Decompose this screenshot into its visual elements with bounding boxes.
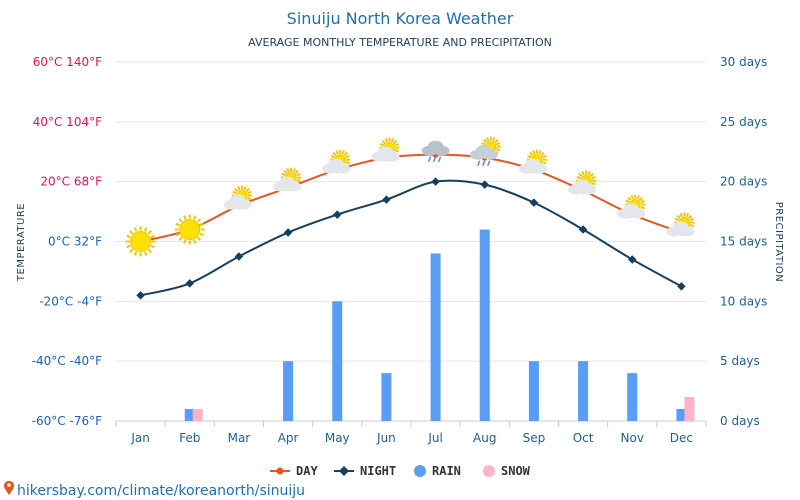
sun-icon <box>125 226 156 257</box>
rain-bar[interactable] <box>528 361 539 421</box>
legend-item-snow[interactable]: SNOW <box>483 464 531 478</box>
temperature-tick-label: 20°C 68°F <box>40 175 102 189</box>
month-label: Jan <box>130 431 150 445</box>
temperature-lines <box>136 151 686 300</box>
temperature-axis-title: TEMPERATURE <box>16 203 27 282</box>
location-pin-icon <box>4 481 14 495</box>
precipitation-tick-label: 20 days <box>720 175 767 189</box>
snow-bar[interactable] <box>684 397 695 421</box>
night-point[interactable] <box>529 198 539 207</box>
month-label: Feb <box>179 431 200 445</box>
month-label: Jul <box>427 431 442 445</box>
night-point[interactable] <box>677 282 686 291</box>
rain-bar[interactable] <box>283 361 294 421</box>
legend-item-night[interactable]: NIGHT <box>334 464 396 478</box>
rain-bar[interactable] <box>676 409 687 421</box>
chart-title: Sinuiju North Korea Weather <box>287 9 514 28</box>
rain-cloud-icon <box>421 140 450 163</box>
partly-cloudy-icon <box>371 137 400 162</box>
rain-bar[interactable] <box>332 301 343 421</box>
temperature-tick-label: -60°C -76°F <box>32 414 102 428</box>
precipitation-tick-label: 30 days <box>720 55 767 69</box>
temperature-tick-label: 0°C 32°F <box>48 235 102 249</box>
night-point[interactable] <box>136 291 145 300</box>
legend-label-snow: SNOW <box>501 464 531 478</box>
precipitation-axis-ticks: 30 days 25 days 20 days 15 days 10 days 5 day… <box>720 55 767 428</box>
temperature-tick-label: 40°C 104°F <box>33 115 102 129</box>
rain-bar[interactable] <box>627 373 638 421</box>
temperature-tick-label: 60°C 140°F <box>33 55 102 69</box>
legend-label-day: DAY <box>296 464 318 478</box>
partly-cloudy-icon <box>617 194 646 219</box>
night-point[interactable] <box>628 255 637 264</box>
grid-lines <box>115 61 707 427</box>
legend-label-night: NIGHT <box>360 464 396 478</box>
month-label: Aug <box>473 431 496 445</box>
night-point[interactable] <box>431 177 440 186</box>
night-point[interactable] <box>283 228 293 237</box>
night-temperature-line[interactable] <box>140 179 682 297</box>
rain-bar[interactable] <box>479 229 490 421</box>
footer-url: hikersbay.com/climate/koreanorth/sinuiju <box>17 483 305 499</box>
month-label: Jun <box>376 431 396 445</box>
partly-cloudy-icon <box>666 212 695 237</box>
month-label: Dec <box>670 431 693 445</box>
footer-link[interactable]: hikersbay.com/climate/koreanorth/sinuiju <box>4 481 305 499</box>
partly-cloudy-icon <box>223 185 252 210</box>
temperature-tick-label: -20°C -4°F <box>39 294 102 308</box>
chart-subtitle: AVERAGE MONTHLY TEMPERATURE AND PRECIPIT… <box>248 36 552 49</box>
rain-bar[interactable] <box>184 409 195 421</box>
precipitation-tick-label: 5 days <box>720 354 760 368</box>
sun-icon <box>174 214 205 245</box>
precipitation-tick-label: 15 days <box>720 235 767 249</box>
month-label: Sep <box>523 431 546 445</box>
night-point[interactable] <box>382 195 391 204</box>
night-point[interactable] <box>333 210 342 219</box>
rain-bar[interactable] <box>578 361 589 421</box>
month-label: Oct <box>573 431 594 445</box>
chart-legend: DAY NIGHT RAIN SNOW <box>270 464 531 478</box>
month-label: May <box>325 431 350 445</box>
month-label: Apr <box>278 431 299 445</box>
temperature-tick-label: -40°C -40°F <box>32 354 102 368</box>
precipitation-bars <box>184 229 695 421</box>
day-temperature-line[interactable] <box>140 153 682 243</box>
night-point[interactable] <box>578 225 588 234</box>
partly-cloudy-icon <box>273 167 302 192</box>
rain-bar[interactable] <box>430 253 441 421</box>
night-point[interactable] <box>480 180 489 189</box>
rain-bar[interactable] <box>381 373 392 421</box>
partly-cloudy-icon <box>322 149 351 174</box>
night-point[interactable] <box>234 252 244 261</box>
snow-bar[interactable] <box>192 409 203 421</box>
partly-cloudy-icon <box>518 149 547 174</box>
month-label: Nov <box>621 431 644 445</box>
weather-icons <box>125 136 695 257</box>
legend-item-rain[interactable]: RAIN <box>414 464 461 478</box>
precipitation-tick-label: 0 days <box>720 414 760 428</box>
precipitation-axis-title: PRECIPITATION <box>773 202 784 283</box>
temperature-axis-ticks: 60°C 140°F 40°C 104°F 20°C 68°F 0°C 32°F -20… <box>32 55 102 428</box>
night-point[interactable] <box>185 279 194 288</box>
month-label: Mar <box>228 431 251 445</box>
rain-cloud-sun-icon <box>469 136 501 167</box>
legend-item-day[interactable]: DAY <box>270 464 318 478</box>
precipitation-tick-label: 25 days <box>720 115 767 129</box>
partly-cloudy-icon <box>568 170 597 195</box>
legend-label-rain: RAIN <box>432 464 461 478</box>
month-axis-ticks: Jan Feb Mar Apr May Jun Jul Aug Sep Oct Nov Dec <box>130 431 693 445</box>
precipitation-tick-label: 10 days <box>720 294 767 308</box>
